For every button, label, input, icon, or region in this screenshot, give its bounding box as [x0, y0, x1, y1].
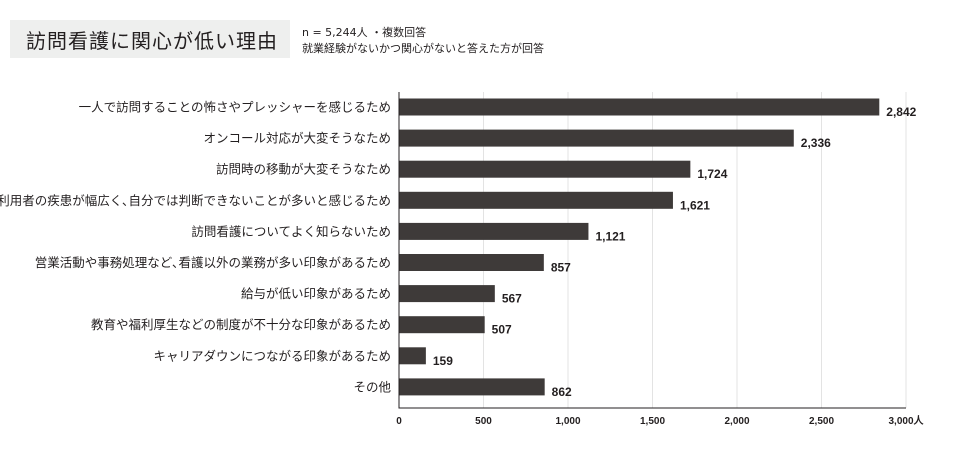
- bar: [399, 160, 691, 178]
- bar: [399, 347, 426, 365]
- bar: [399, 316, 485, 334]
- category-label: 利用者の疾患が幅広く､自分では判断できないことが多いと感じるため: [0, 193, 391, 208]
- value-label: 857: [551, 261, 571, 275]
- value-label: 567: [502, 292, 522, 306]
- bar: [399, 378, 545, 396]
- value-label: 2,842: [886, 105, 916, 119]
- bar: [399, 129, 794, 147]
- bar: [399, 254, 544, 271]
- bar: [399, 98, 880, 116]
- value-label: 1,724: [697, 167, 727, 181]
- x-tick-label: 3,000人: [888, 414, 924, 427]
- sample-note: n = 5,244人 ・複数回答: [302, 26, 427, 39]
- value-label: 1,121: [595, 229, 625, 243]
- value-label: 507: [492, 323, 512, 337]
- x-tick-label: 2,500: [809, 416, 834, 427]
- x-tick-label: 0: [396, 416, 402, 427]
- value-label: 1,621: [680, 198, 710, 212]
- category-label: 教育や福利厚生などの制度が不十分な印象があるため: [91, 317, 391, 332]
- value-label: 159: [433, 354, 453, 368]
- chart-title: 訪問看護に関心が低い理由: [10, 20, 290, 58]
- x-tick-label: 1,500: [640, 416, 665, 427]
- category-label: 訪問看護についてよく知らないため: [191, 224, 391, 239]
- category-label: その他: [353, 379, 391, 394]
- category-label: オンコール対応が大変そうなため: [203, 131, 391, 146]
- bar: [399, 285, 495, 303]
- respondent-note: 就業経験がないかつ関心がないと答えた方が回答: [302, 42, 544, 55]
- category-label: 給与が低い印象があるため: [241, 286, 391, 301]
- value-label: 2,336: [801, 136, 831, 150]
- category-label: 訪問時の移動が大変そうなため: [216, 162, 391, 177]
- x-tick-label: 1,000: [555, 416, 580, 427]
- x-tick-label: 2,000: [724, 416, 749, 427]
- category-label: 一人で訪問することの怖さやプレッシャーを感じるため: [79, 100, 391, 115]
- bar: [399, 191, 673, 209]
- category-label: 営業活動や事務処理など､看護以外の業務が多い印象があるため: [35, 255, 391, 270]
- bar: [399, 222, 589, 240]
- category-label: キャリアダウンにつながる印象があるため: [153, 348, 391, 363]
- x-tick-label: 500: [475, 416, 492, 427]
- value-label: 862: [552, 385, 572, 399]
